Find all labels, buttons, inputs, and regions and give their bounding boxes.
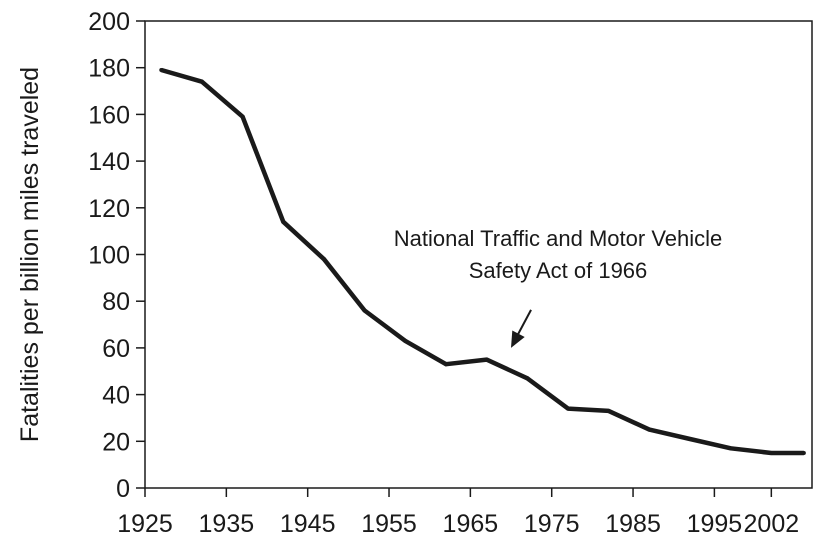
x-tick-label: 1935 [199,510,255,538]
x-tick-label: 1995 [687,510,743,538]
data-point [565,406,570,411]
y-tick-label: 40 [102,382,130,410]
data-point [525,376,530,381]
x-tick-label: 1985 [605,510,661,538]
annotation-text-line: National Traffic and Motor Vehicle [394,226,723,251]
x-tick-label: 1955 [361,510,417,538]
annotation-text-line: Safety Act of 1966 [469,258,648,283]
data-point [606,408,611,413]
data-point [403,338,408,343]
y-tick-label: 160 [88,101,130,129]
y-tick-label: 200 [88,8,130,36]
x-tick-label: 1975 [524,510,580,538]
data-point [687,436,692,441]
data-point [362,308,367,313]
y-tick-label: 60 [102,335,130,363]
data-point [159,68,164,73]
y-tick-label: 120 [88,195,130,223]
y-tick-label: 80 [102,288,130,316]
y-tick-label: 0 [116,475,130,503]
data-point [484,357,489,362]
y-tick-label: 20 [102,428,130,456]
data-point [281,219,286,224]
data-point [801,450,806,455]
data-point [728,446,733,451]
data-point [240,114,245,119]
annotation-arrow-head [511,330,525,348]
y-tick-label: 180 [88,55,130,83]
plot-frame [144,20,813,489]
data-point [769,450,774,455]
x-tick-label: 1965 [443,510,499,538]
data-point [321,257,326,262]
data-point [443,362,448,367]
y-tick-label: 100 [88,242,130,270]
y-axis-title: Fatalities per billion miles traveled [16,67,44,442]
x-tick-label: 1945 [280,510,336,538]
data-point [199,79,204,84]
data-point [647,427,652,432]
x-tick-label: 1925 [117,510,173,538]
y-tick-label: 140 [88,148,130,176]
x-tick-label: 2002 [744,510,800,538]
